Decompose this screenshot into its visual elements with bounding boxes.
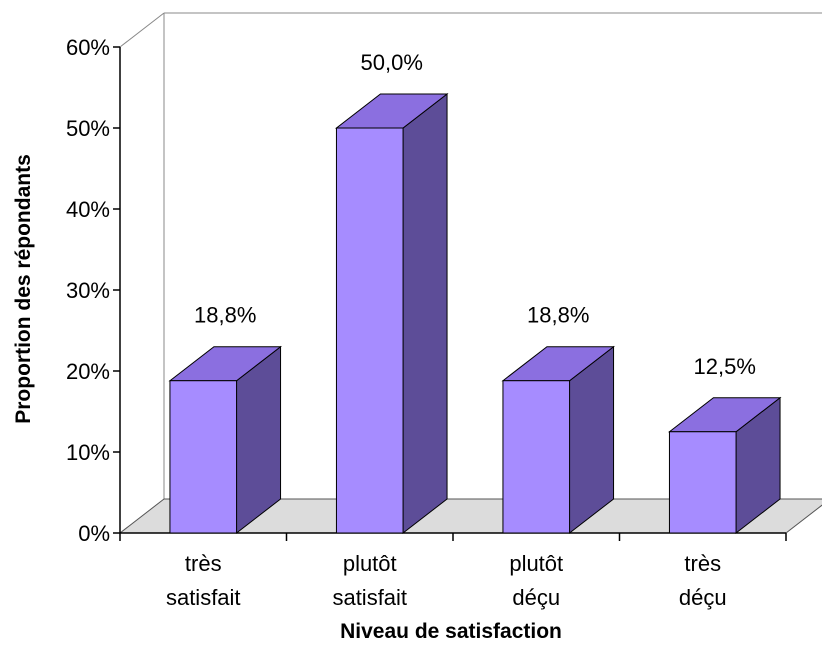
bar-front [668,431,737,534]
y-axis-title: Proportion des répondants [12,154,35,424]
x-tick-label: plutôt déçu [509,551,563,610]
bar-front [335,127,404,534]
y-tick-label: 60% [66,35,110,60]
y-axis: 0% 10% 20% 30% 40% 50% 60% [66,35,121,546]
x-axis-title: Niveau de satisfaction [340,620,562,643]
bar-value-label: 50,0% [361,50,423,75]
bar-value-label: 18,8% [527,303,589,328]
y-tick-label: 0% [78,521,110,546]
x-tick-label: très satisfait [166,551,241,610]
bar-front [502,380,571,534]
bar-value-label: 12,5% [694,354,756,379]
y-tick-label: 30% [66,278,110,303]
bar-side [402,92,448,535]
bar [334,92,449,535]
y-tick-label: 50% [66,116,110,141]
bar [501,345,616,535]
data-labels: 18,8% 50,0% 18,8% 12,5% [194,50,756,379]
bar [667,396,782,535]
x-tick-label: plutôt satisfait [332,551,407,610]
x-axis: très satisfait plutôt satisfait plutôt déçu tr… [119,532,787,610]
y-tick-label: 10% [66,440,110,465]
chart-back-wall [119,12,822,533]
bar-value-label: 18,8% [194,303,256,328]
x-tick-label: très déçu [679,551,727,610]
bar-front [169,380,238,534]
bar-series [168,92,782,535]
y-tick-label: 20% [66,359,110,384]
back-wall-panel [120,13,822,533]
bar [168,345,283,535]
y-tick-label: 40% [66,197,110,222]
back-wall-top-left-diagonal [119,12,165,48]
